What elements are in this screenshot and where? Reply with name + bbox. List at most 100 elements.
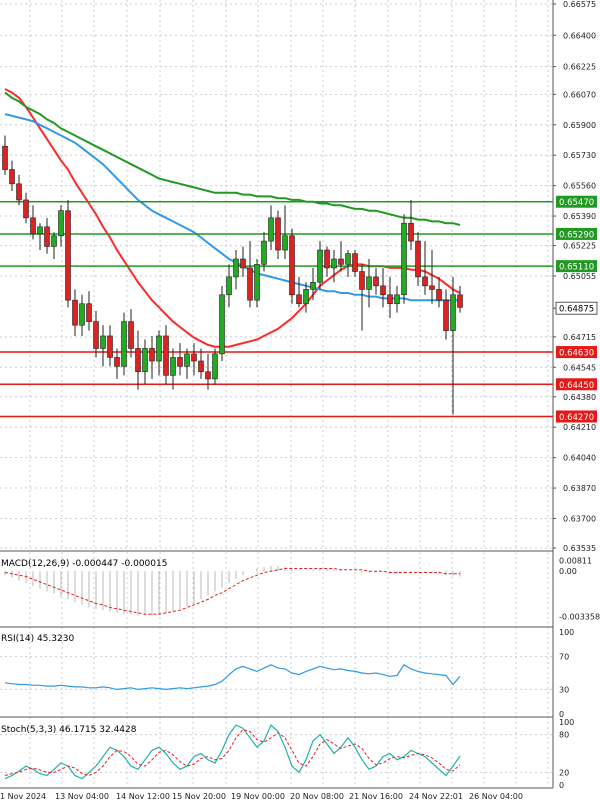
time-axis: 1 Nov 2024 13 Nov 04:00 14 Nov 12:00 15 Nov…: [0, 792, 523, 801]
candle-body: [366, 276, 372, 290]
candle: [359, 264, 365, 331]
price-tick-label: 0.66070: [563, 90, 596, 99]
rsi-tick-label: 100: [559, 628, 574, 637]
time-tick-label: 24 Nov 22:01: [409, 792, 463, 801]
candle-body: [261, 240, 267, 265]
candle: [163, 325, 169, 385]
candle: [387, 276, 393, 319]
candle: [296, 276, 302, 308]
candle-body: [44, 226, 50, 247]
support-level-tag-label: 0.64270: [559, 413, 594, 423]
candle: [331, 250, 337, 283]
candle-body: [352, 253, 358, 272]
candle-body: [100, 335, 106, 349]
candle: [352, 250, 358, 277]
resistance-level-tag-bg: [556, 195, 597, 208]
candle: [415, 232, 421, 286]
candle-body: [268, 217, 274, 242]
rsi-tick-label: 0: [559, 710, 564, 719]
price-tick-label: 0.65560: [563, 182, 596, 191]
price-tick-label: 0.66225: [563, 63, 596, 72]
candle: [233, 250, 239, 290]
support-level-price-tag: 0.64450: [556, 378, 597, 391]
support-resistance-levels: 0.65470 0.65290 0.65110 0.64630 0.64450 0.642…: [0, 195, 597, 423]
candle-body: [72, 299, 78, 326]
macd-signal-line: [4, 568, 460, 615]
price-tick-label: 0.64715: [563, 333, 596, 342]
price-tick-label: 0.66400: [563, 31, 596, 40]
candle: [457, 285, 463, 313]
candle: [93, 310, 99, 358]
candle-body: [51, 235, 57, 247]
candle-body: [443, 299, 449, 331]
candle-body: [380, 285, 386, 296]
time-tick-label: 15 Nov 20:00: [172, 792, 226, 801]
resistance-level-price-tag: 0.65470: [556, 195, 597, 208]
candle: [247, 241, 253, 308]
candle: [58, 205, 64, 247]
candle: [408, 199, 414, 251]
candle-body: [338, 258, 344, 265]
support-level-tag-bg: [556, 378, 597, 391]
candle-body: [450, 294, 456, 331]
candle-body: [233, 258, 239, 278]
price-tick-label: 0.65730: [563, 151, 596, 160]
price-tick-label: 0.65900: [563, 121, 596, 130]
candle-body: [79, 303, 85, 326]
candle: [170, 348, 176, 390]
candle-body: [128, 321, 134, 349]
candle-body: [331, 258, 337, 269]
candle: [226, 264, 232, 308]
time-tick-label: 13 Nov 04:00: [55, 792, 109, 801]
candlesticks: [2, 135, 463, 415]
candle: [198, 348, 204, 379]
candle-body: [16, 183, 22, 201]
resistance-level-tag-label: 0.65290: [559, 230, 594, 240]
candle-body: [114, 357, 120, 367]
candle-body: [408, 222, 414, 242]
rsi-label: RSI(14) 45.3230: [1, 634, 74, 644]
candle: [240, 246, 246, 277]
time-tick-label: 21 Nov 16:00: [349, 792, 403, 801]
time-tick-label: 14 Nov 12:00: [116, 792, 170, 801]
candle-body: [93, 321, 99, 349]
candle: [30, 205, 36, 240]
candle-body: [436, 289, 442, 301]
rsi-line: [4, 663, 461, 691]
candle: [128, 309, 134, 358]
candle: [121, 312, 127, 376]
candle: [338, 241, 344, 272]
candle-body: [317, 249, 323, 283]
rsi-tick-label: 30: [559, 685, 569, 694]
candle: [422, 241, 428, 295]
candle: [450, 276, 456, 415]
support-level-tag-label: 0.64630: [559, 349, 594, 359]
candle: [114, 348, 120, 379]
candle-body: [310, 281, 316, 290]
candle-body: [142, 348, 148, 373]
candle: [310, 267, 316, 301]
support-level-tag-bg: [556, 410, 597, 423]
macd-tick-label: 0.00811: [559, 556, 592, 565]
candle-body: [324, 249, 330, 269]
candle: [380, 267, 386, 308]
candle-body: [345, 253, 351, 265]
candle-body: [170, 357, 176, 376]
stochastic-tick-label: 100: [559, 718, 574, 727]
candle: [289, 228, 295, 304]
support-level-price-tag: 0.64630: [556, 346, 597, 359]
candle-body: [58, 210, 64, 237]
candle-body: [2, 145, 8, 170]
candle-body: [240, 258, 246, 269]
price-tick-label: 0.63535: [563, 544, 596, 553]
price-axis: 0.66575 0.66400 0.66225 0.66070 0.65900 0.657…: [553, 0, 598, 553]
candle: [282, 205, 288, 259]
candle: [317, 241, 323, 290]
candle-body: [23, 199, 29, 219]
support-level-tag-bg: [556, 346, 597, 359]
resistance-level-tag-label: 0.65470: [559, 198, 594, 208]
time-tick-label: 20 Nov 08:00: [290, 792, 344, 801]
candle: [401, 214, 407, 304]
candle: [37, 223, 43, 251]
